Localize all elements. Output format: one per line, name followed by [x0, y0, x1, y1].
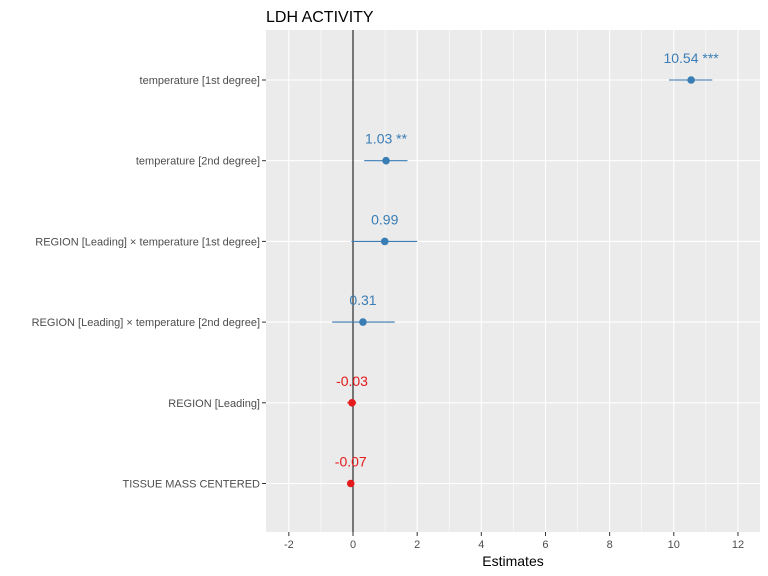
x-tick-label: 0: [350, 539, 356, 551]
y-tick-label: temperature [1st degree]: [140, 75, 260, 87]
y-tick-label: REGION [Leading] × temperature [2nd degr…: [32, 317, 260, 329]
estimate-point: [348, 399, 356, 407]
estimate-point: [346, 479, 355, 488]
estimate-marks: 10.54 *** 1.03 ** 0.99 0.31 -0.03 -0.07: [332, 50, 719, 488]
x-tick-label: 12: [732, 539, 744, 551]
data-label: 0.99: [371, 211, 398, 227]
estimate-point: [382, 156, 390, 165]
data-label: -0.03: [336, 373, 368, 389]
data-label: 10.54 ***: [663, 50, 719, 66]
x-axis-label: Estimates: [482, 553, 543, 569]
data-label: 0.31: [349, 292, 376, 308]
x-tick-label: 6: [542, 539, 548, 551]
x-tick-label: 10: [668, 539, 680, 551]
y-tick-label: REGION [Leading]: [168, 398, 260, 410]
x-axis: -2 0 2 4 6 8 10 12: [284, 532, 744, 551]
estimate-point: [359, 318, 367, 326]
x-tick-label: 8: [607, 539, 613, 551]
y-axis: temperature [1st degree] temperature [2nd…: [32, 75, 266, 491]
y-tick-label: temperature [2nd degree]: [136, 156, 260, 168]
x-tick-label: -2: [284, 539, 294, 551]
data-label: 1.03 **: [365, 131, 408, 147]
x-tick-label: 4: [478, 539, 484, 551]
estimate-point: [380, 237, 389, 246]
x-tick-label: 2: [414, 539, 420, 551]
data-label: -0.07: [335, 454, 367, 470]
minor-gridlines: [320, 30, 707, 532]
plot-panel: [266, 30, 760, 532]
y-tick-label: TISSUE MASS CENTERED: [122, 479, 260, 491]
chart-title: LDH ACTIVITY: [266, 9, 374, 26]
estimate-point: [687, 76, 695, 84]
y-tick-label: REGION [Leading] × temperature [1st degr…: [35, 236, 260, 248]
